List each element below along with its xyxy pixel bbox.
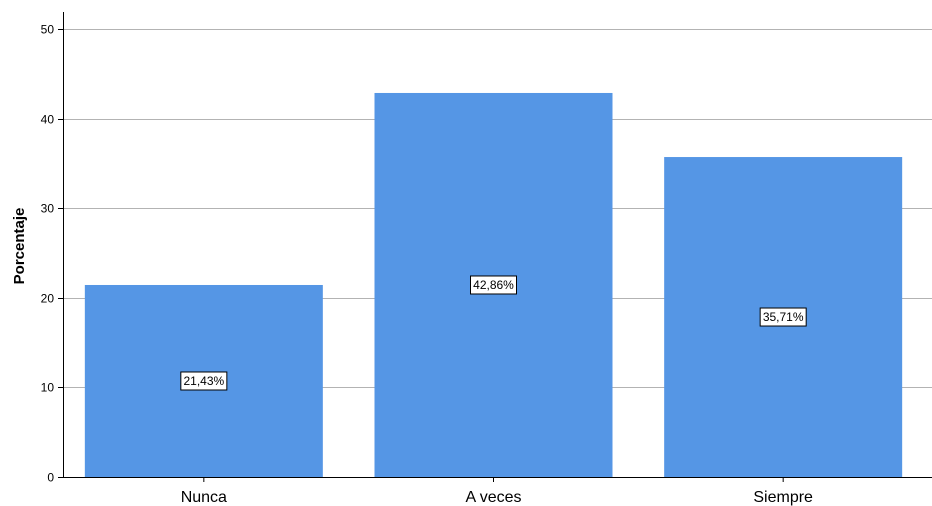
data-label-box — [759, 307, 807, 327]
y-tick-label: 10 — [41, 381, 55, 395]
data-label-box — [180, 371, 228, 391]
data-label-box — [470, 275, 517, 295]
y-tick-label: 20 — [41, 292, 55, 306]
x-tick-label: A veces — [465, 489, 521, 506]
axes: 0 10 20 30 40 50 Nunca A veces Siempre — [41, 12, 932, 506]
y-axis-title: Porcentaje — [11, 208, 28, 285]
y-tick-label: 30 — [41, 202, 55, 216]
x-tick-label: Siempre — [753, 489, 813, 506]
y-tick-label: 50 — [41, 23, 55, 37]
y-tick-label: 0 — [47, 471, 54, 485]
data-label: 21,43% — [180, 371, 228, 391]
data-labels: 21,43% 42,86% 35,71% — [180, 275, 807, 391]
y-tick-label: 40 — [41, 113, 55, 127]
data-label-text: 35,71% — [763, 310, 804, 324]
data-label: 42,86% — [470, 275, 517, 295]
data-label: 35,71% — [759, 307, 807, 327]
x-tick-label: Nunca — [181, 489, 227, 506]
data-label-text: 42,86% — [473, 278, 514, 292]
data-label-text: 21,43% — [183, 374, 224, 388]
